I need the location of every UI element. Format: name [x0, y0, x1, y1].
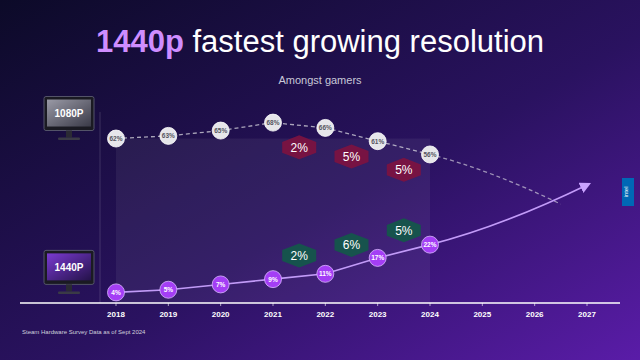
x-tick — [534, 303, 535, 306]
data-label: 5% — [164, 286, 174, 293]
title-highlight: 1440p — [96, 24, 184, 59]
source-note: Steam Hardware Survey Data as of Sept 20… — [22, 329, 146, 335]
marker — [265, 271, 282, 288]
y-axis — [100, 112, 101, 303]
annotation: 5% — [395, 163, 413, 177]
monitor-frame — [44, 97, 94, 131]
x-tick — [325, 303, 326, 306]
data-label: 63% — [162, 132, 175, 139]
monitor-stand — [66, 131, 72, 138]
data-label: 65% — [214, 127, 227, 134]
title-rest: fastest growing resolution — [184, 24, 544, 59]
annotation-badge — [387, 218, 421, 242]
logo: intel — [623, 186, 629, 197]
data-label: 7% — [216, 281, 226, 288]
marks — [108, 114, 588, 301]
annotation: 2% — [290, 249, 308, 263]
marker — [265, 114, 282, 131]
data-label: 61% — [371, 138, 384, 145]
x-tick — [116, 303, 117, 306]
monitor-stand — [66, 284, 72, 291]
series-icon: 1080P — [44, 97, 94, 140]
series-icon: 1440P — [44, 250, 94, 294]
data-label: 68% — [266, 119, 279, 126]
monitor-screen — [47, 100, 91, 127]
data-label: 22% — [423, 241, 436, 248]
marker — [317, 119, 334, 136]
x-tick-label: 2024 — [421, 310, 439, 319]
monitor-frame — [44, 250, 94, 284]
x-tick-label: 2019 — [159, 310, 177, 319]
x-tick — [587, 303, 588, 306]
marker — [422, 146, 439, 163]
data-label: 56% — [423, 151, 436, 158]
legend-label: 1080P — [55, 108, 84, 119]
x-tick-label: 2021 — [264, 310, 282, 319]
marker — [317, 265, 334, 282]
marker — [369, 133, 386, 150]
x-tick — [220, 303, 221, 306]
projection-line — [430, 154, 561, 204]
marker — [212, 276, 229, 293]
x-tick-label: 2018 — [107, 310, 125, 319]
x-tick-label: 2022 — [316, 310, 334, 319]
monitor-base — [58, 291, 80, 294]
marker — [212, 122, 229, 139]
monitor-screen — [47, 253, 91, 280]
annotation-badge — [387, 158, 421, 182]
annotation-badge — [282, 244, 316, 268]
projection-line — [430, 185, 587, 245]
x-tick-label: 2023 — [369, 310, 387, 319]
chart: 1440p fastest growing resolution Amongst … — [0, 0, 640, 360]
x-tick — [377, 303, 378, 306]
data-label: 11% — [319, 270, 332, 277]
x-tick — [168, 303, 169, 306]
annotation: 5% — [395, 224, 413, 238]
monitor-base — [58, 138, 80, 141]
x-axis — [20, 302, 620, 304]
annotation-badge — [335, 233, 369, 257]
x-tick-label: 2020 — [212, 310, 230, 319]
annotation: 2% — [290, 141, 308, 155]
data-label: 9% — [268, 276, 278, 283]
x-tick — [482, 303, 483, 306]
marker — [108, 130, 125, 147]
history-shade — [116, 139, 430, 303]
background — [0, 0, 640, 360]
marker — [160, 127, 177, 144]
x-tick-label: 2025 — [473, 310, 491, 319]
marker — [160, 281, 177, 298]
annotation: 5% — [343, 150, 361, 164]
annotation-badge — [282, 135, 316, 159]
legend-label: 1440P — [55, 262, 84, 273]
data-label: 4% — [111, 289, 121, 296]
x-tick — [430, 303, 431, 306]
marker — [422, 236, 439, 253]
logo-box — [622, 178, 634, 206]
x-tick-label: 2027 — [578, 310, 596, 319]
title: 1440p fastest growing resolution — [96, 24, 544, 59]
subtitle: Amongst gamers — [278, 74, 362, 86]
data-label: 17% — [371, 254, 384, 261]
marker — [108, 284, 125, 301]
data-label: 62% — [109, 135, 122, 142]
x-tick-label: 2026 — [526, 310, 544, 319]
marker — [369, 249, 386, 266]
data-label: 66% — [319, 124, 332, 131]
annotation: 6% — [343, 238, 361, 252]
annotation-badge — [335, 145, 369, 169]
x-tick — [273, 303, 274, 306]
